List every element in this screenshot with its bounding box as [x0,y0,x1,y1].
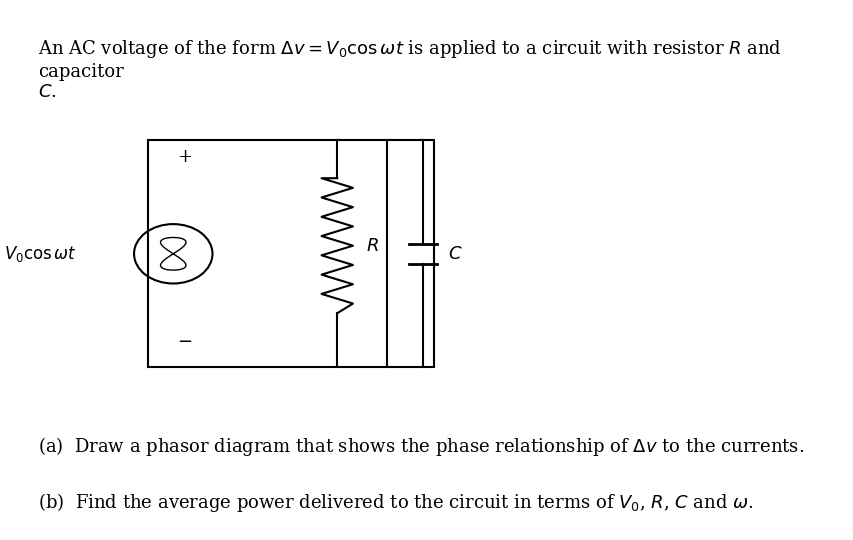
Text: (a)  Draw a phasor diagram that shows the phase relationship of $\Delta v$ to th: (a) Draw a phasor diagram that shows the… [38,435,804,458]
Text: $R$: $R$ [365,237,378,255]
Text: +: + [177,147,192,166]
Text: (b)  Find the average power delivered to the circuit in terms of $V_0$, $R$, $C$: (b) Find the average power delivered to … [38,491,752,515]
Text: An AC voltage of the form $\Delta v = V_0 \cos\omega t$ is applied to a circuit : An AC voltage of the form $\Delta v = V_… [38,38,780,102]
Text: $V_0 \cos\omega t$: $V_0 \cos\omega t$ [4,244,77,264]
Text: $-$: $-$ [177,331,192,349]
Text: $C$: $C$ [447,245,461,263]
